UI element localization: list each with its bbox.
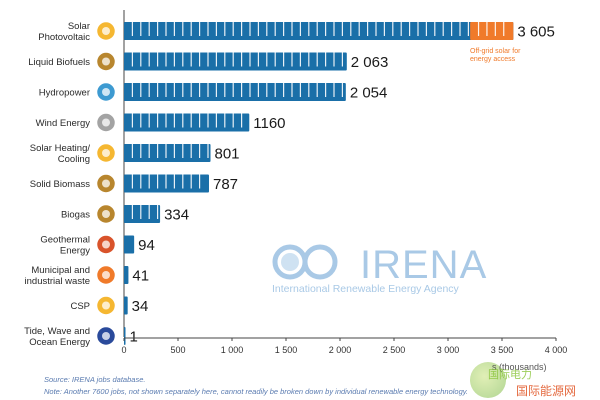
value-label: 1160 (253, 115, 285, 132)
value-label: 787 (213, 176, 238, 193)
x-axis-label: s (thousands) (492, 362, 547, 372)
bar (124, 205, 161, 223)
technology-icon-inner (102, 271, 110, 279)
category-label: Tide, Wave and Ocean Energy (24, 326, 90, 348)
technology-icon-inner (102, 149, 110, 157)
value-label: 3 605 (517, 24, 555, 41)
x-tick-label: 2 000 (329, 345, 352, 355)
technology-icon-inner (102, 57, 110, 66)
value-label: 2 054 (350, 85, 388, 102)
bar (124, 113, 250, 132)
value-label: 41 (132, 268, 149, 285)
technology-icon-inner (102, 210, 110, 218)
category-label: Solar Heating/Cooling (30, 143, 91, 165)
footnote: Note: Another 7600 jobs, not shown separ… (44, 387, 469, 396)
bar (124, 235, 135, 254)
bar (124, 22, 514, 40)
x-tick-label: 3 000 (437, 345, 460, 355)
value-label: 94 (138, 237, 155, 254)
technology-icon-inner (102, 240, 110, 249)
technology-icon-inner (102, 88, 110, 96)
irena-logo-ring-right (302, 244, 338, 280)
bar (124, 83, 346, 101)
technology-icon-inner (102, 332, 110, 340)
technology-icon-inner (102, 179, 110, 188)
bar (124, 266, 129, 284)
category-label: Biogas (61, 210, 90, 221)
value-label: 1 (130, 329, 138, 346)
value-label: 334 (164, 207, 189, 224)
value-label: 34 (132, 298, 149, 315)
x-tick-label: 1 000 (221, 345, 244, 355)
value-label: 2 063 (351, 54, 389, 71)
technology-icon-inner (102, 27, 110, 35)
x-tick-label: 0 (121, 345, 126, 355)
source-note: Source: IRENA jobs database. (44, 375, 146, 384)
category-label: Municipal and industrial waste (25, 265, 90, 287)
bar (124, 296, 128, 315)
x-tick-label: 3 500 (491, 345, 514, 355)
category-label: Liquid Biofuels (28, 57, 90, 68)
offgrid-annotation: Off-grid solar for energy access (470, 48, 521, 63)
category-label: Hydropower (39, 88, 90, 99)
technology-icon-inner (102, 118, 110, 127)
offgrid-bar (470, 22, 514, 40)
x-tick-label: 1 500 (275, 345, 298, 355)
category-label: CSP (70, 301, 90, 312)
technology-icon-inner (102, 301, 110, 310)
x-tick-label: 500 (170, 345, 185, 355)
irena-brand-subtitle: International Renewable Energy Agency (272, 283, 459, 295)
irena-logo-globe (281, 253, 299, 271)
bar (124, 144, 211, 162)
x-tick-label: 4 000 (545, 345, 568, 355)
category-label: Wind Energy (36, 118, 91, 129)
bar (124, 52, 347, 71)
category-label: Solid Biomass (30, 179, 90, 190)
value-label: 801 (215, 146, 240, 163)
category-label: Solar Photovoltaic (38, 21, 90, 43)
bar (124, 327, 126, 345)
category-label: Geothermal Energy (40, 235, 90, 257)
watermark-text-2: 国际能源网 (516, 384, 577, 398)
irena-brand-name: IRENA (360, 243, 488, 287)
watermark-logo (470, 362, 506, 398)
x-tick-label: 2 500 (383, 345, 406, 355)
watermark-text-1: 国际电力 (488, 368, 532, 381)
